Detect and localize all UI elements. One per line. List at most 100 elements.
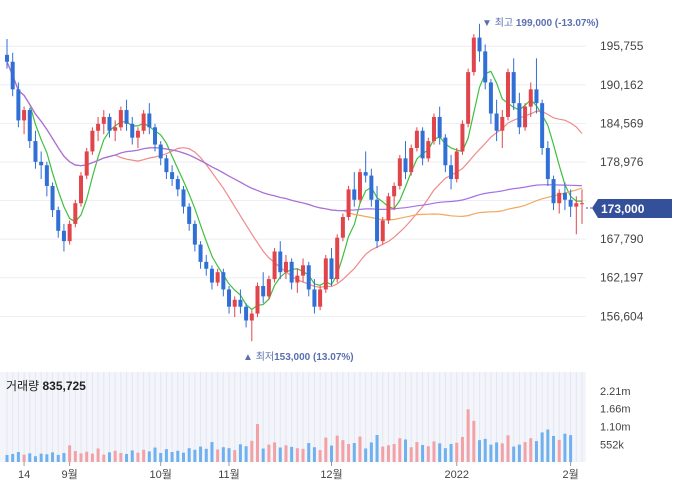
volume-bar[interactable] [552,435,556,462]
candle[interactable] [221,268,226,297]
candle[interactable] [244,303,249,328]
candle[interactable] [295,268,300,293]
candle[interactable] [164,154,169,180]
volume-bar[interactable] [290,446,294,462]
candle[interactable] [101,110,106,135]
candlestick-series[interactable] [5,23,584,342]
volume-bar[interactable] [85,451,89,462]
candle[interactable] [392,182,397,211]
candle[interactable] [545,141,550,186]
candle[interactable] [403,141,408,180]
volume-bars[interactable] [5,409,573,463]
volume-bar[interactable] [125,453,129,462]
candle[interactable] [33,130,38,169]
candle[interactable] [113,120,118,142]
volume-bar[interactable] [107,452,111,462]
volume-bar[interactable] [409,447,413,462]
candle[interactable] [534,58,539,114]
candle[interactable] [39,151,44,180]
candle[interactable] [96,116,101,142]
candle[interactable] [562,182,567,211]
volume-bar[interactable] [398,438,402,462]
volume-bar[interactable] [193,449,197,462]
volume-bar[interactable] [221,447,225,462]
volume-bar[interactable] [11,453,15,462]
volume-bar[interactable] [432,441,436,462]
volume-bar[interactable] [170,452,174,462]
volume-bar[interactable] [352,443,356,462]
volume-bar[interactable] [102,454,106,462]
volume-bar[interactable] [261,448,265,463]
candle[interactable] [141,110,146,135]
volume-bar[interactable] [569,435,573,462]
candle[interactable] [471,34,476,76]
volume-bar[interactable] [284,445,288,462]
volume-bar[interactable] [341,440,345,462]
volume-bar[interactable] [96,448,100,463]
volume-bar[interactable] [187,448,191,462]
candle[interactable] [426,137,431,162]
volume-bar[interactable] [238,444,242,462]
volume-bar[interactable] [534,441,538,462]
volume-bar[interactable] [136,452,140,462]
volume-bar[interactable] [312,447,316,462]
candle[interactable] [580,189,584,224]
volume-bar[interactable] [364,448,368,463]
volume-bar[interactable] [142,449,146,462]
candle[interactable] [574,196,579,235]
candle[interactable] [477,23,482,62]
candle[interactable] [67,220,72,245]
volume-bar[interactable] [392,444,396,462]
candle[interactable] [153,123,158,152]
candle[interactable] [118,106,123,131]
volume-bar[interactable] [506,435,510,462]
candle[interactable] [175,175,180,197]
candle[interactable] [454,148,459,183]
candle[interactable] [61,223,66,252]
candle[interactable] [27,107,32,148]
volume-bar[interactable] [517,444,521,462]
candle[interactable] [232,296,237,318]
volume-bar[interactable] [386,445,390,462]
candle[interactable] [329,248,334,286]
volume-bar[interactable] [375,435,379,462]
volume-bar[interactable] [438,443,442,462]
candle[interactable] [551,175,556,211]
candle[interactable] [272,248,277,283]
volume-bar[interactable] [523,442,527,462]
volume-bar[interactable] [489,444,493,462]
volume-bar[interactable] [381,446,385,462]
candle[interactable] [397,154,402,190]
candle[interactable] [170,165,175,186]
candle[interactable] [283,254,288,280]
candle[interactable] [266,275,271,300]
volume-bar[interactable] [324,437,328,462]
candle[interactable] [340,213,345,242]
volume-bar[interactable] [244,446,248,462]
volume-bar[interactable] [529,438,533,462]
volume-bar[interactable] [426,446,430,462]
volume-bar[interactable] [255,424,259,462]
volume-bar[interactable] [347,444,351,462]
candle[interactable] [192,220,197,252]
volume-bar[interactable] [546,429,550,462]
volume-bar[interactable] [358,436,362,462]
candle[interactable] [540,99,545,155]
candle[interactable] [346,185,351,221]
candle[interactable] [198,241,203,269]
candle[interactable] [386,192,391,224]
volume-bar[interactable] [295,448,299,462]
volume-bar[interactable] [90,453,94,462]
candle[interactable] [147,103,152,135]
candle[interactable] [249,310,254,342]
candle[interactable] [44,161,49,197]
candle[interactable] [369,168,374,207]
candle[interactable] [505,68,510,121]
volume-bar[interactable] [233,450,237,462]
candle[interactable] [323,254,328,293]
candle[interactable] [375,185,380,249]
candle[interactable] [511,58,516,111]
volume-bar[interactable] [39,453,43,462]
volume-bar[interactable] [273,442,277,462]
candle[interactable] [255,282,260,318]
